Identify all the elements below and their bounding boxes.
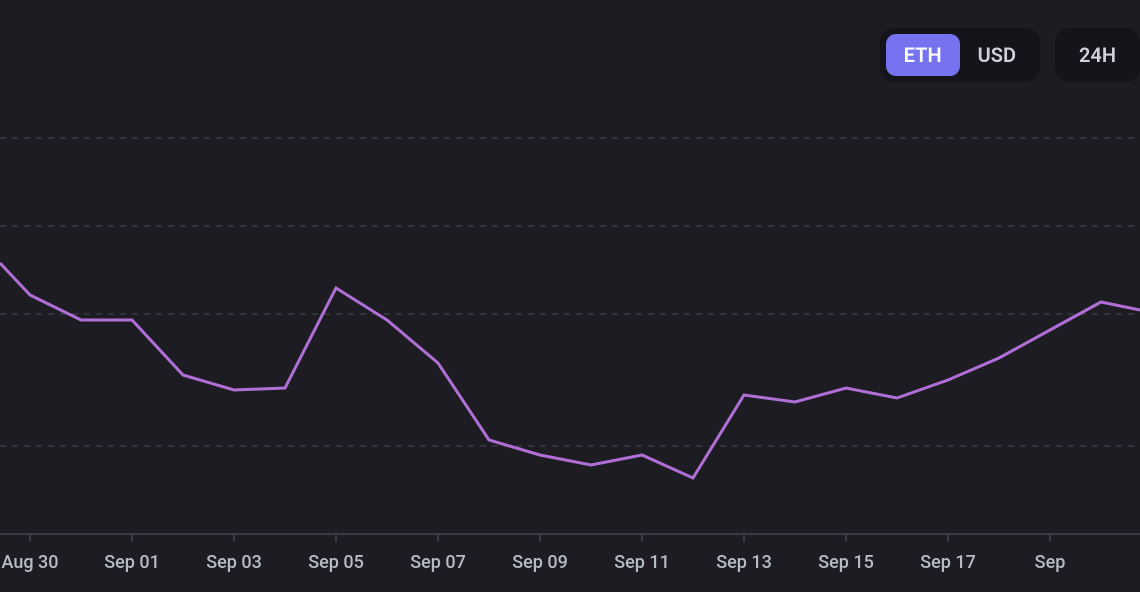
x-axis-label: Sep: [1035, 552, 1066, 573]
x-axis-label: Aug 30: [2, 552, 59, 573]
currency-toggle-group: ETHUSD: [880, 28, 1040, 82]
chart-controls: ETHUSD 24H: [880, 28, 1140, 82]
range-toggle-24h[interactable]: 24H: [1061, 34, 1134, 76]
range-toggle-group: 24H: [1055, 28, 1140, 82]
x-axis-label: Sep 05: [308, 552, 364, 573]
x-axis-label: Sep 03: [206, 552, 262, 573]
x-axis-label: Sep 17: [920, 552, 976, 573]
x-axis-label: Sep 11: [614, 552, 670, 573]
x-axis-label: Sep 01: [104, 552, 160, 573]
x-axis-label: Sep 13: [716, 552, 772, 573]
currency-toggle-usd[interactable]: USD: [960, 34, 1034, 76]
currency-toggle-eth[interactable]: ETH: [886, 34, 960, 76]
x-axis-label: Sep 15: [818, 552, 874, 573]
x-axis-label: Sep 07: [410, 552, 466, 573]
chart-page: Aug 30 Sep 01 Sep 03 Sep 05 Sep 07 Sep 09 Sep …: [0, 0, 1140, 592]
x-axis-label: Sep 09: [512, 552, 568, 573]
price-chart: Aug 30 Sep 01 Sep 03 Sep 05 Sep 07 Sep 09 Sep …: [0, 0, 1140, 592]
